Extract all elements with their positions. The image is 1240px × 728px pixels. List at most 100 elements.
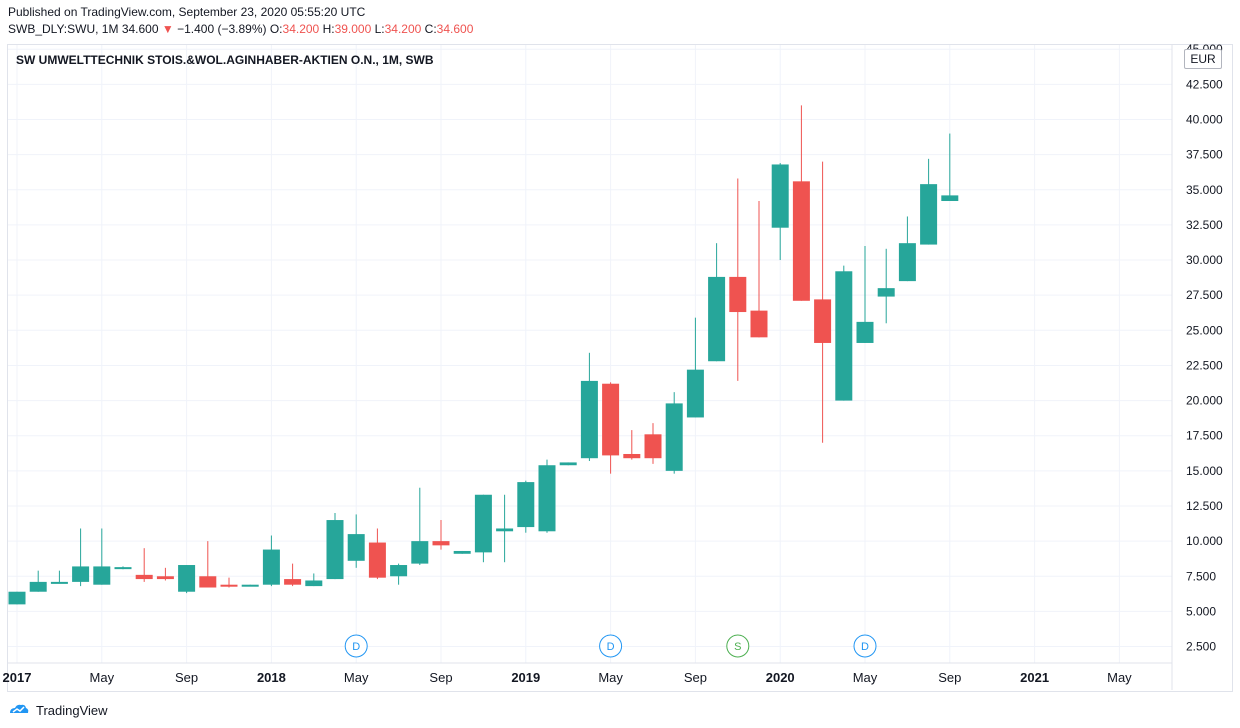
candle bbox=[898, 216, 916, 282]
footer-brand: TradingView bbox=[8, 700, 108, 720]
candle-body bbox=[72, 566, 90, 582]
x-tick-label: May bbox=[598, 670, 623, 685]
candle bbox=[432, 520, 450, 550]
symbol-label: SWB_DLY:SWU, 1M bbox=[8, 22, 119, 36]
y-tick-label: 42.500 bbox=[1186, 77, 1223, 91]
candle bbox=[326, 513, 344, 580]
candle-body bbox=[835, 271, 853, 401]
split-marker-label: S bbox=[734, 641, 741, 653]
candle-body bbox=[686, 369, 704, 418]
y-tick-label: 17.500 bbox=[1186, 429, 1223, 443]
dividend-marker-label: D bbox=[352, 641, 360, 653]
candle-body bbox=[8, 591, 26, 605]
x-tick-label: Sep bbox=[684, 670, 707, 685]
candle-body bbox=[623, 453, 641, 459]
candle bbox=[156, 567, 174, 581]
x-tick-label: 2021 bbox=[1020, 670, 1049, 685]
candle bbox=[135, 548, 153, 582]
candle-body bbox=[538, 465, 556, 532]
candle-body bbox=[114, 567, 132, 570]
x-tick-label: 2019 bbox=[511, 670, 540, 685]
candle-body bbox=[368, 542, 386, 578]
candle bbox=[686, 317, 704, 418]
y-tick-label: 30.000 bbox=[1186, 253, 1223, 267]
y-tick-label: 22.500 bbox=[1186, 358, 1223, 372]
open-label: O: bbox=[269, 22, 283, 36]
dividend-marker-icon bbox=[344, 634, 368, 658]
tradingview-logo-icon bbox=[10, 704, 29, 713]
y-tick-label: 25.000 bbox=[1186, 323, 1223, 337]
candle bbox=[750, 201, 768, 338]
x-tick-label: Sep bbox=[938, 670, 961, 685]
candle-body bbox=[156, 576, 174, 580]
y-tick-label: 7.500 bbox=[1186, 569, 1216, 583]
candle-body bbox=[771, 164, 789, 228]
candle-body bbox=[220, 584, 238, 587]
x-tick-label: May bbox=[344, 670, 369, 685]
candle-body bbox=[432, 541, 450, 546]
candle bbox=[644, 423, 662, 464]
candle-body bbox=[411, 541, 429, 564]
high-label: H: bbox=[322, 22, 335, 36]
price-change: −1.400 (−3.89%) bbox=[177, 22, 267, 36]
x-tick-label: Sep bbox=[175, 670, 198, 685]
y-tick-label: 15.000 bbox=[1186, 464, 1223, 478]
candle bbox=[72, 528, 90, 587]
candle-body bbox=[284, 579, 302, 585]
candle-body bbox=[941, 195, 959, 202]
candle-body bbox=[729, 276, 747, 313]
published-note: Published on TradingView.com, September … bbox=[8, 5, 366, 19]
x-axis: 2017 May Sep 2018 May Sep 2019 May Sep 2020 May Sep… bbox=[3, 662, 1172, 685]
x-tick-label: 2017 bbox=[3, 670, 32, 685]
candle bbox=[814, 161, 832, 443]
candle-body bbox=[241, 584, 259, 587]
candle bbox=[347, 514, 365, 568]
candle-body bbox=[665, 403, 683, 471]
candle-body bbox=[178, 565, 196, 592]
open-value: 34.200 bbox=[282, 22, 320, 36]
candle bbox=[114, 566, 132, 570]
candle bbox=[920, 158, 938, 245]
candle bbox=[453, 550, 471, 554]
candle-body bbox=[877, 288, 895, 297]
candle bbox=[199, 541, 217, 588]
candle-body bbox=[347, 534, 365, 561]
candle-body bbox=[50, 581, 68, 584]
chart-legend-title: SW UMWELTTECHNIK STOIS.&WOL.AGINHABER-AK… bbox=[16, 53, 434, 67]
x-tick-label: 2020 bbox=[766, 670, 795, 685]
candle-body bbox=[750, 310, 768, 338]
candle bbox=[390, 563, 408, 585]
candle bbox=[580, 352, 598, 462]
x-tick-label: May bbox=[853, 670, 878, 685]
dividend-marker-icon bbox=[853, 634, 877, 658]
candle-body bbox=[29, 581, 47, 592]
candle bbox=[220, 577, 238, 588]
x-tick-label: 2018 bbox=[257, 670, 286, 685]
candle bbox=[305, 573, 323, 587]
candle bbox=[877, 248, 895, 324]
candle bbox=[29, 570, 47, 592]
y-tick-label: 35.000 bbox=[1186, 183, 1223, 197]
candle bbox=[856, 245, 874, 343]
candle-body bbox=[305, 580, 323, 587]
candle bbox=[517, 480, 535, 533]
candle-body bbox=[135, 574, 153, 580]
ohlc-header: SWB_DLY:SWU, 1M 34.600 ▼ −1.400 (−3.89%)… bbox=[8, 22, 473, 36]
candle-body bbox=[93, 566, 111, 585]
candle bbox=[623, 430, 641, 460]
candle bbox=[941, 133, 959, 202]
high-value: 39.000 bbox=[334, 22, 372, 36]
currency-selector[interactable]: EUR bbox=[1184, 49, 1222, 69]
candle bbox=[602, 382, 620, 474]
candle-body bbox=[920, 184, 938, 245]
down-arrow-icon: ▼ bbox=[161, 22, 174, 36]
candle bbox=[665, 392, 683, 474]
y-tick-label: 5.000 bbox=[1186, 604, 1216, 618]
candle-body bbox=[814, 299, 832, 343]
y-tick-label: 32.500 bbox=[1186, 218, 1223, 232]
y-tick-label: 27.500 bbox=[1186, 288, 1223, 302]
candle-body bbox=[602, 383, 620, 456]
low-label: L: bbox=[374, 22, 385, 36]
low-value: 34.200 bbox=[384, 22, 422, 36]
